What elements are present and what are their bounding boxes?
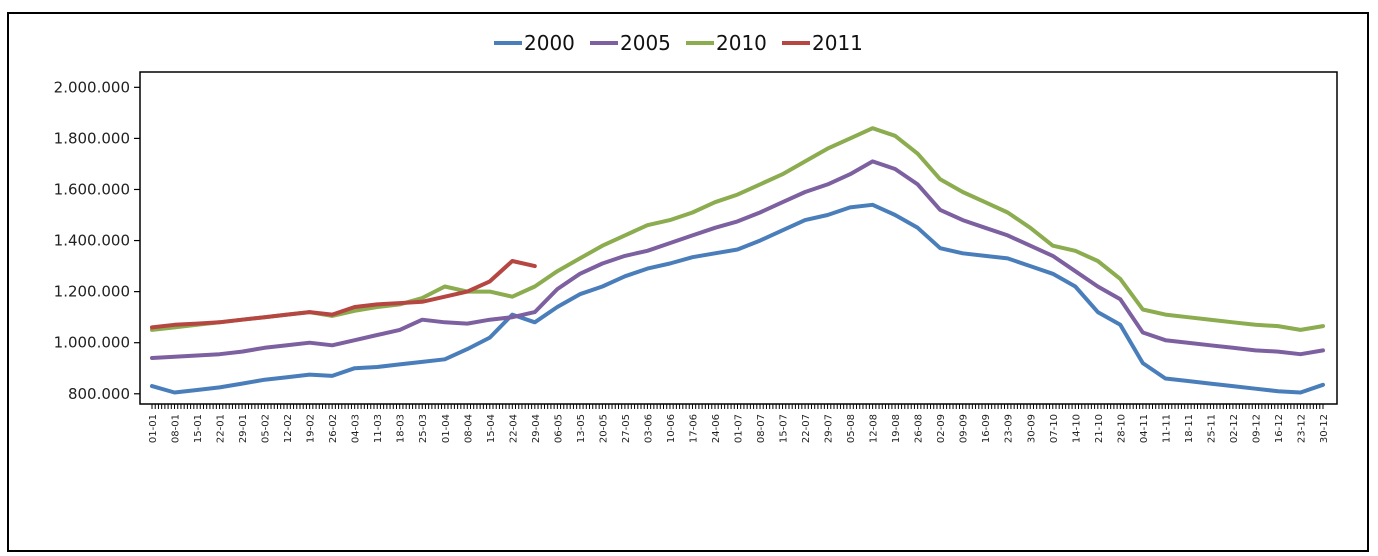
x-tick-label: 30-12 bbox=[1319, 414, 1330, 443]
x-tick-label: 15-04 bbox=[486, 414, 497, 443]
x-tick-label: 16-12 bbox=[1274, 414, 1285, 443]
x-tick-label: 04-11 bbox=[1139, 414, 1150, 443]
y-tick-label: 1.000.000 bbox=[54, 334, 130, 352]
y-tick-label: 1.400.000 bbox=[54, 232, 130, 250]
x-tick-label: 12-08 bbox=[869, 414, 880, 443]
x-tick-label: 26-02 bbox=[328, 414, 339, 443]
x-tick-label: 24-06 bbox=[711, 414, 722, 443]
x-tick-label: 25-03 bbox=[418, 414, 429, 443]
x-tick-label: 29-07 bbox=[824, 414, 835, 443]
x-tick-label: 22-07 bbox=[801, 414, 812, 443]
x-tick-label: 18-11 bbox=[1184, 414, 1195, 443]
y-tick-label: 2.000.000 bbox=[54, 78, 130, 96]
x-tick-label: 01-07 bbox=[734, 414, 745, 443]
y-tick-label: 1.600.000 bbox=[54, 180, 130, 198]
y-tick-label: 1.800.000 bbox=[54, 129, 130, 147]
x-tick-label: 25-11 bbox=[1206, 414, 1217, 443]
x-tick-label: 01-01 bbox=[148, 414, 159, 443]
legend-label-2011: 2011 bbox=[812, 31, 863, 55]
x-tick-label: 06-05 bbox=[553, 414, 564, 443]
x-tick-label: 15-07 bbox=[779, 414, 790, 443]
x-tick-label: 30-09 bbox=[1026, 414, 1037, 443]
x-tick-label: 28-10 bbox=[1116, 414, 1127, 443]
x-tick-label: 01-04 bbox=[441, 414, 452, 443]
series-line-2005 bbox=[150, 159, 1325, 360]
x-tick-label: 15-01 bbox=[193, 414, 204, 443]
x-tick-label: 05-02 bbox=[261, 414, 272, 443]
x-tick-label: 14-10 bbox=[1071, 414, 1082, 443]
x-tick-label: 12-02 bbox=[283, 414, 294, 443]
x-tick-label: 17-06 bbox=[688, 414, 699, 443]
series-lines bbox=[150, 126, 1325, 395]
series-line-2000 bbox=[150, 202, 1325, 395]
x-tick-label: 18-03 bbox=[396, 414, 407, 443]
y-tick-label: 800.000 bbox=[68, 385, 130, 403]
x-tick-label: 23-12 bbox=[1296, 414, 1307, 443]
x-tick-label: 13-05 bbox=[576, 414, 587, 443]
x-tick-label: 07-10 bbox=[1049, 414, 1060, 443]
x-tick-label: 10-06 bbox=[666, 414, 677, 443]
x-tick-label: 09-09 bbox=[959, 414, 970, 443]
x-tick-label: 02-12 bbox=[1229, 414, 1240, 443]
legend: 2000 2005 2010 2011 bbox=[494, 31, 863, 55]
x-tick-label: 03-06 bbox=[643, 414, 654, 443]
x-tick-label: 04-03 bbox=[351, 414, 362, 443]
x-tick-label: 09-12 bbox=[1251, 414, 1262, 443]
series-line-2010 bbox=[150, 126, 1325, 332]
x-tick-label: 29-04 bbox=[531, 414, 542, 443]
legend-label-2010: 2010 bbox=[716, 31, 767, 55]
x-tick-label: 29-01 bbox=[238, 414, 249, 443]
legend-label-2000: 2000 bbox=[524, 31, 575, 55]
x-tick-label: 08-04 bbox=[463, 414, 474, 443]
y-tick-label: 1.200.000 bbox=[54, 283, 130, 301]
x-tick-label: 08-07 bbox=[756, 414, 767, 443]
x-tick-label: 11-03 bbox=[373, 414, 384, 443]
x-tick-label: 19-08 bbox=[891, 414, 902, 443]
x-tick-label: 02-09 bbox=[936, 414, 947, 443]
x-tick-label: 19-02 bbox=[306, 414, 317, 443]
plot-area bbox=[139, 71, 1338, 405]
legend-label-2005: 2005 bbox=[620, 31, 671, 55]
x-tick-label: 20-05 bbox=[598, 414, 609, 443]
x-tick-label: 26-08 bbox=[914, 414, 925, 443]
x-tick-label: 27-05 bbox=[621, 414, 632, 443]
series-line-2011 bbox=[150, 259, 537, 330]
x-tick-label: 05-08 bbox=[846, 414, 857, 443]
x-tick-label: 11-11 bbox=[1161, 414, 1172, 443]
x-tick-label: 22-01 bbox=[216, 414, 227, 443]
x-tick-label: 16-09 bbox=[981, 414, 992, 443]
x-tick-label: 08-01 bbox=[171, 414, 182, 443]
x-tick-label: 23-09 bbox=[1004, 414, 1015, 443]
y-axis: 800.000 1.000.000 1.200.000 1.400.000 1.600.… bbox=[54, 78, 140, 403]
x-tick-label: 21-10 bbox=[1094, 414, 1105, 443]
x-axis: 01-01 08-01 15-01 22-01 29-01 05-02 12-02 19-02… bbox=[148, 404, 1330, 443]
x-tick-label: 22-04 bbox=[508, 414, 519, 443]
